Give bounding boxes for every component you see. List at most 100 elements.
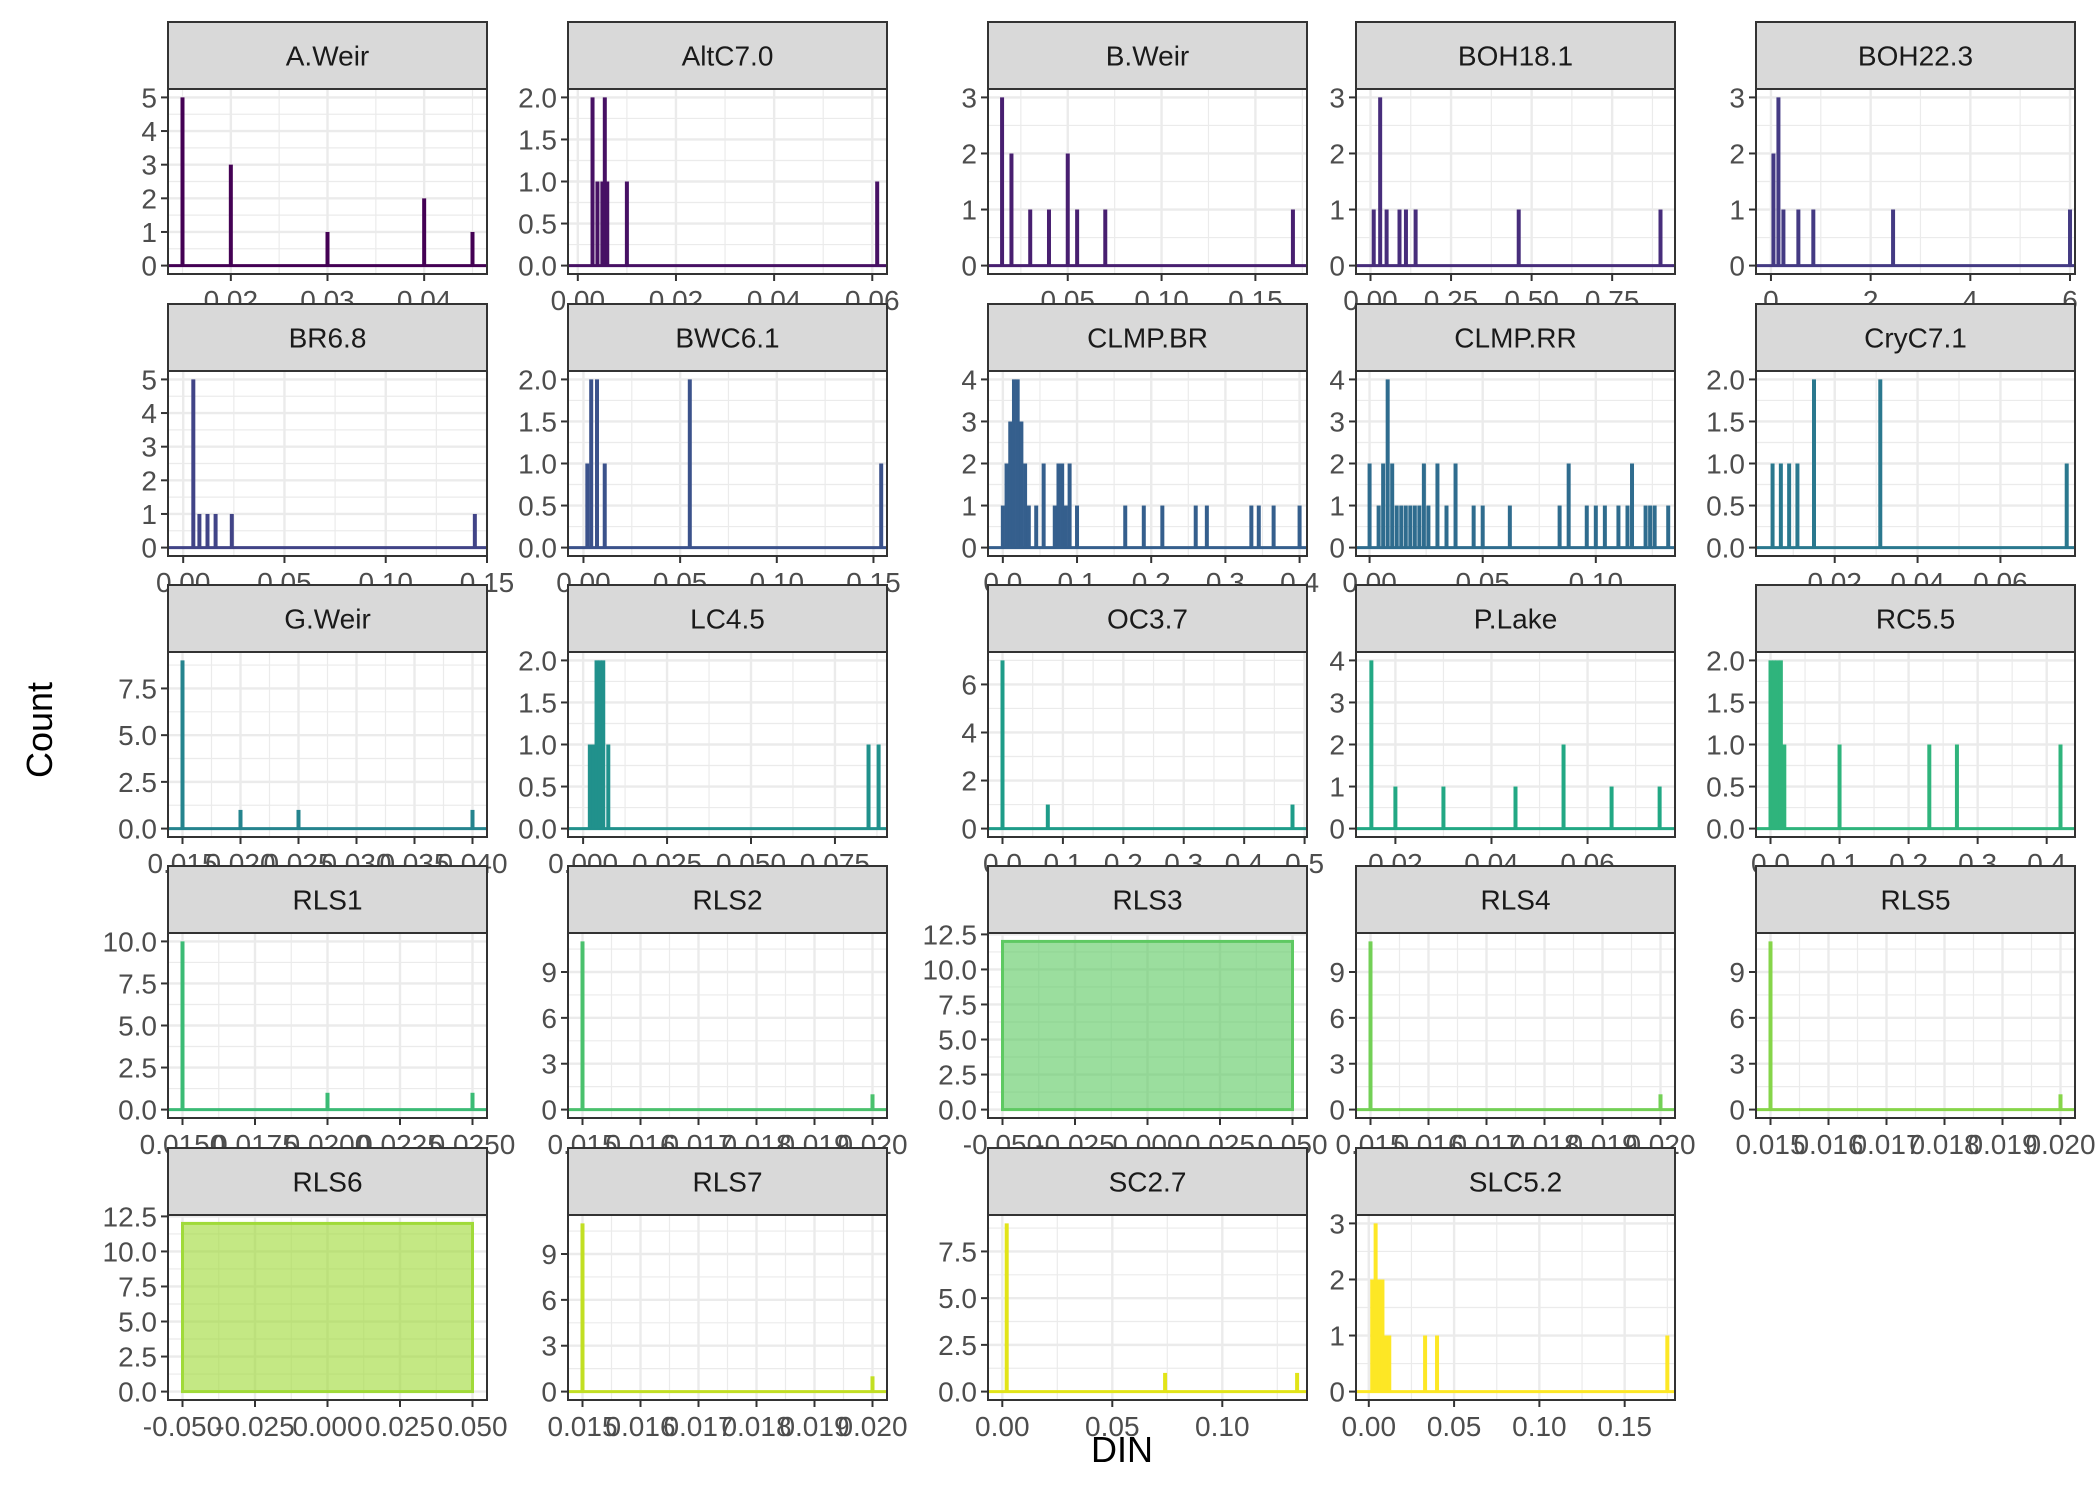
facet-strip-label: SLC5.2 <box>1469 1167 1562 1198</box>
y-tick-label: 0.0 <box>1706 814 1745 845</box>
y-tick-label: 4 <box>961 717 977 748</box>
facet-strip-label: RC5.5 <box>1876 604 1955 635</box>
panel-border <box>1355 88 1676 275</box>
y-tick-label: 3 <box>541 1331 557 1362</box>
facet-strip-label: RLS2 <box>692 885 762 916</box>
x-tick-label: 0.018 <box>1909 1129 1979 1160</box>
x-tick-label: 0.10 <box>1195 1411 1250 1442</box>
panel-border <box>167 651 488 838</box>
y-tick-label: 10.0 <box>103 926 158 957</box>
panel-border <box>567 932 888 1119</box>
y-tick-label: 1.0 <box>518 730 557 761</box>
facet-strip <box>1355 1147 1676 1216</box>
facet-strip-label: G.Weir <box>284 604 371 635</box>
facet-altc7-0: AltC7.00.00 0.02 0.04 0.060.00.51.01.52.0 <box>518 21 900 316</box>
y-tick-label: 12.5 <box>103 1201 158 1232</box>
facet-strip-label: BOH22.3 <box>1858 41 1973 72</box>
facet-g-weir: G.Weir0.0150.0200.0250.0300.0350.0400.02… <box>118 584 508 879</box>
facet-slc5-2: SLC5.2 0.00 0.05 0.10 0.15 0 1 2 3 <box>1329 1147 1676 1442</box>
y-tick-label: 0 <box>1729 251 1745 282</box>
y-tick-label: 6 <box>961 669 977 700</box>
y-tick-label: 1 <box>1329 772 1345 803</box>
y-tick-label: 6 <box>1729 1003 1745 1034</box>
y-tick-label: 0.0 <box>518 814 557 845</box>
y-tick-label: 0.5 <box>518 491 557 522</box>
y-tick-label: 10.0 <box>923 954 978 985</box>
y-tick-label: 5.0 <box>118 720 157 751</box>
facet-strip-label: P.Lake <box>1474 604 1558 635</box>
y-tick-label: 0.5 <box>1706 491 1745 522</box>
y-tick-label: 2 <box>1329 449 1345 480</box>
x-tick-label: 0.017 <box>1851 1129 1921 1160</box>
y-tick-label: 4 <box>141 398 157 429</box>
facet-strip-label: RLS7 <box>692 1167 762 1198</box>
y-tick-label: 0 <box>1729 1095 1745 1126</box>
y-tick-label: 1 <box>1329 491 1345 522</box>
x-axis-title: DIN <box>1091 1429 1153 1470</box>
y-tick-label: 1.0 <box>518 449 557 480</box>
y-tick-label: 1.5 <box>518 406 557 437</box>
facet-rls3: RLS3-0.050-0.0250.000 0.025 0.0500.02.55.0… <box>923 865 1328 1160</box>
facet-strip <box>1755 584 2076 653</box>
y-tick-label: 3 <box>141 432 157 463</box>
y-tick-label: 7.5 <box>118 1271 157 1302</box>
facet-rls6: RLS6 -0.050-0.0250.000 0.025 0.050 0.0 2.5 5.0… <box>103 1147 508 1442</box>
y-tick-label: 0.0 <box>518 251 557 282</box>
y-tick-label: 1.5 <box>518 124 557 155</box>
facet-strip <box>1755 21 2076 90</box>
y-tick-label: 6 <box>1329 1003 1345 1034</box>
y-tick-label: 5.0 <box>118 1011 157 1042</box>
facet-strip <box>167 1147 488 1216</box>
y-tick-label: 1.0 <box>518 167 557 198</box>
y-tick-label: 2.5 <box>938 1060 977 1091</box>
x-tick-label: 0.017 <box>663 1411 733 1442</box>
y-tick-label: 3 <box>961 82 977 113</box>
panel-border <box>987 651 1308 838</box>
y-tick-label: 3 <box>541 1049 557 1080</box>
y-tick-label: 2 <box>961 766 977 797</box>
facet-strip-label: RLS4 <box>1480 885 1550 916</box>
y-tick-label: 3 <box>1329 1049 1345 1080</box>
y-tick-label: 2 <box>141 183 157 214</box>
y-tick-label: 2.0 <box>518 82 557 113</box>
facet-strip <box>567 303 888 372</box>
y-tick-label: 1 <box>1329 1321 1345 1352</box>
histogram-block <box>181 1221 474 1394</box>
facet-strip-label: B.Weir <box>1106 41 1190 72</box>
y-tick-label: 0.0 <box>118 1095 157 1126</box>
facet-strip-label: CLMP.RR <box>1454 323 1576 354</box>
facet-strip-label: BR6.8 <box>289 323 367 354</box>
facet-strip-label: BWC6.1 <box>675 323 779 354</box>
panel-border <box>1355 1214 1676 1401</box>
y-tick-label: 10.0 <box>103 1236 158 1267</box>
y-tick-label: 5 <box>141 82 157 113</box>
facet-strip-label: RLS3 <box>1112 885 1182 916</box>
x-tick-label: 0.00 <box>975 1411 1030 1442</box>
plot-background <box>988 1215 1307 1400</box>
y-tick-label: 0.0 <box>938 1377 977 1408</box>
y-tick-label: 2 <box>141 465 157 496</box>
x-tick-label: 0.018 <box>721 1411 791 1442</box>
facet-strip <box>167 303 488 372</box>
y-tick-label: 0 <box>1329 1377 1345 1408</box>
y-tick-label: 0 <box>141 533 157 564</box>
facet-strip-label: BOH18.1 <box>1458 41 1573 72</box>
x-tick-label: 0.05 <box>1427 1411 1482 1442</box>
y-tick-label: 3 <box>1329 406 1345 437</box>
facet-rls1: RLS10.01500.01750.02000.02250.02500.02.5… <box>103 865 515 1160</box>
y-tick-label: 3 <box>1329 687 1345 718</box>
y-tick-label: 0 <box>1329 251 1345 282</box>
facet-strip-label: SC2.7 <box>1109 1167 1187 1198</box>
x-tick-label: -0.050 <box>143 1411 222 1442</box>
y-tick-label: 0 <box>541 1377 557 1408</box>
facet-strip <box>987 303 1308 372</box>
facet-strip-label: CryC7.1 <box>1864 323 1967 354</box>
facet-strip <box>167 865 488 934</box>
